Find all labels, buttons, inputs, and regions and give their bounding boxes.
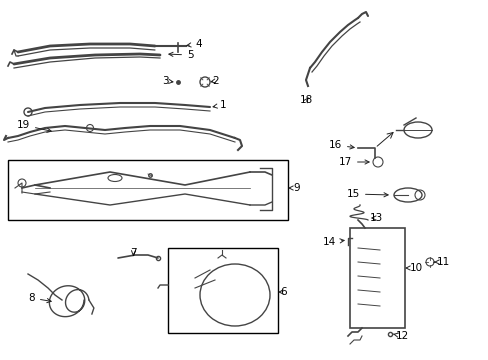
Text: 2: 2 <box>211 76 218 86</box>
Text: 10: 10 <box>405 263 422 273</box>
Text: 18: 18 <box>299 95 313 105</box>
Text: 5: 5 <box>168 50 193 60</box>
Text: 7: 7 <box>130 248 136 258</box>
Text: 3: 3 <box>162 76 173 86</box>
Text: 16: 16 <box>328 140 353 150</box>
Text: 17: 17 <box>338 157 368 167</box>
Text: 8: 8 <box>28 293 51 303</box>
Text: 11: 11 <box>433 257 449 267</box>
Bar <box>349 228 404 328</box>
Text: 14: 14 <box>322 237 344 247</box>
Text: 6: 6 <box>279 287 286 297</box>
Text: 13: 13 <box>369 213 383 223</box>
Text: 15: 15 <box>346 189 387 199</box>
Bar <box>8 160 287 220</box>
Text: 9: 9 <box>288 183 299 193</box>
Text: 1: 1 <box>213 100 226 110</box>
Bar <box>168 248 278 333</box>
Text: 4: 4 <box>186 39 201 49</box>
Text: 12: 12 <box>392 331 408 341</box>
Text: 19: 19 <box>17 120 51 132</box>
